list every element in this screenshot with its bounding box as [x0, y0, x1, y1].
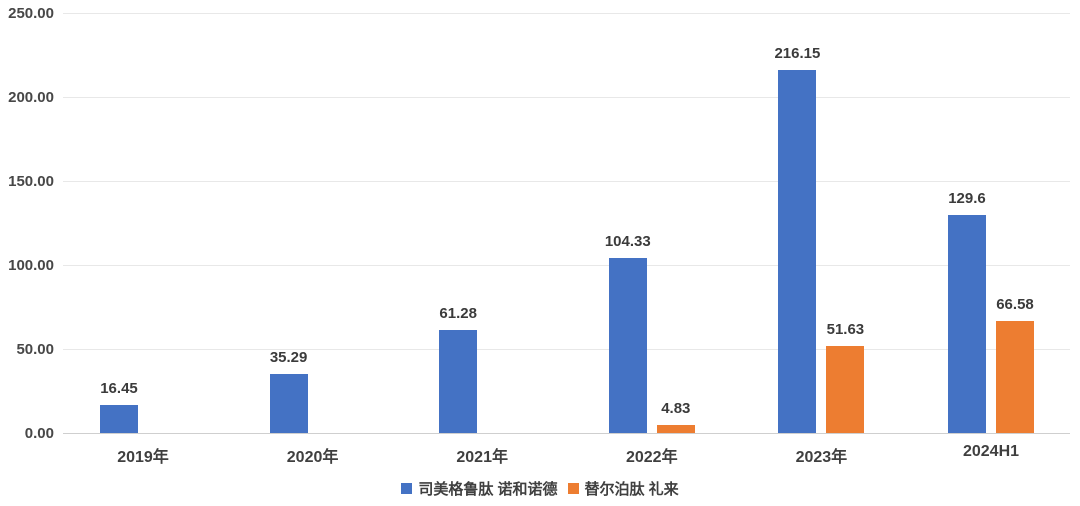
data-label: 61.28 [439, 305, 477, 323]
y-tick-label: 0.00 [24, 425, 54, 442]
data-label: 104.33 [604, 232, 651, 250]
bar-series2-2022年 [656, 424, 695, 433]
legend-label: 司美格鲁肽 诺和诺德 [418, 481, 558, 498]
bar-series2-2023年 [826, 346, 865, 433]
legend-item-series2: 替尔泊肽 礼来 [567, 478, 679, 499]
x-tick-label: 2020年 [286, 449, 339, 466]
legend-label: 替尔泊肽 礼来 [584, 481, 679, 498]
data-label: 51.63 [826, 321, 865, 339]
x-tick-label: 2021年 [456, 449, 508, 466]
bar-series1-2021年 [439, 330, 478, 433]
bar-series1-2019年 [100, 405, 138, 433]
legend: 司美格鲁肽 诺和诺德 替尔泊肽 礼来 [0, 478, 1080, 499]
y-tick-label: 100.00 [8, 257, 54, 274]
bar-series1-2022年 [608, 257, 647, 433]
gridline [63, 265, 1070, 266]
data-label: 66.58 [996, 296, 1034, 314]
data-label: 216.15 [774, 44, 821, 62]
data-label: 16.45 [100, 380, 138, 398]
gridline [63, 13, 1070, 14]
bar-series2-2024H1 [996, 321, 1034, 433]
legend-swatch-icon [567, 483, 579, 494]
bar-series1-2023年 [778, 69, 817, 433]
x-tick-label: 2024H1 [962, 443, 1020, 460]
y-tick-label: 200.00 [8, 89, 54, 106]
bar-series1-2024H1 [948, 215, 986, 433]
data-label: 129.6 [948, 190, 986, 208]
gridline [63, 349, 1070, 350]
y-tick-label: 150.00 [8, 173, 54, 190]
x-axis-line [63, 433, 1070, 434]
y-tick-label: 250.00 [8, 5, 54, 22]
gridline [63, 97, 1070, 98]
x-tick-label: 2019年 [117, 449, 169, 466]
y-tick-label: 50.00 [16, 341, 54, 358]
gridline [63, 181, 1070, 182]
bar-series1-2020年 [269, 373, 308, 433]
legend-swatch-icon [401, 483, 413, 494]
data-label: 4.83 [661, 399, 691, 417]
x-tick-label: 2023年 [795, 449, 848, 466]
legend-item-series1: 司美格鲁肽 诺和诺德 [401, 478, 558, 499]
data-label: 35.29 [269, 348, 308, 366]
x-tick-label: 2022年 [625, 449, 678, 466]
